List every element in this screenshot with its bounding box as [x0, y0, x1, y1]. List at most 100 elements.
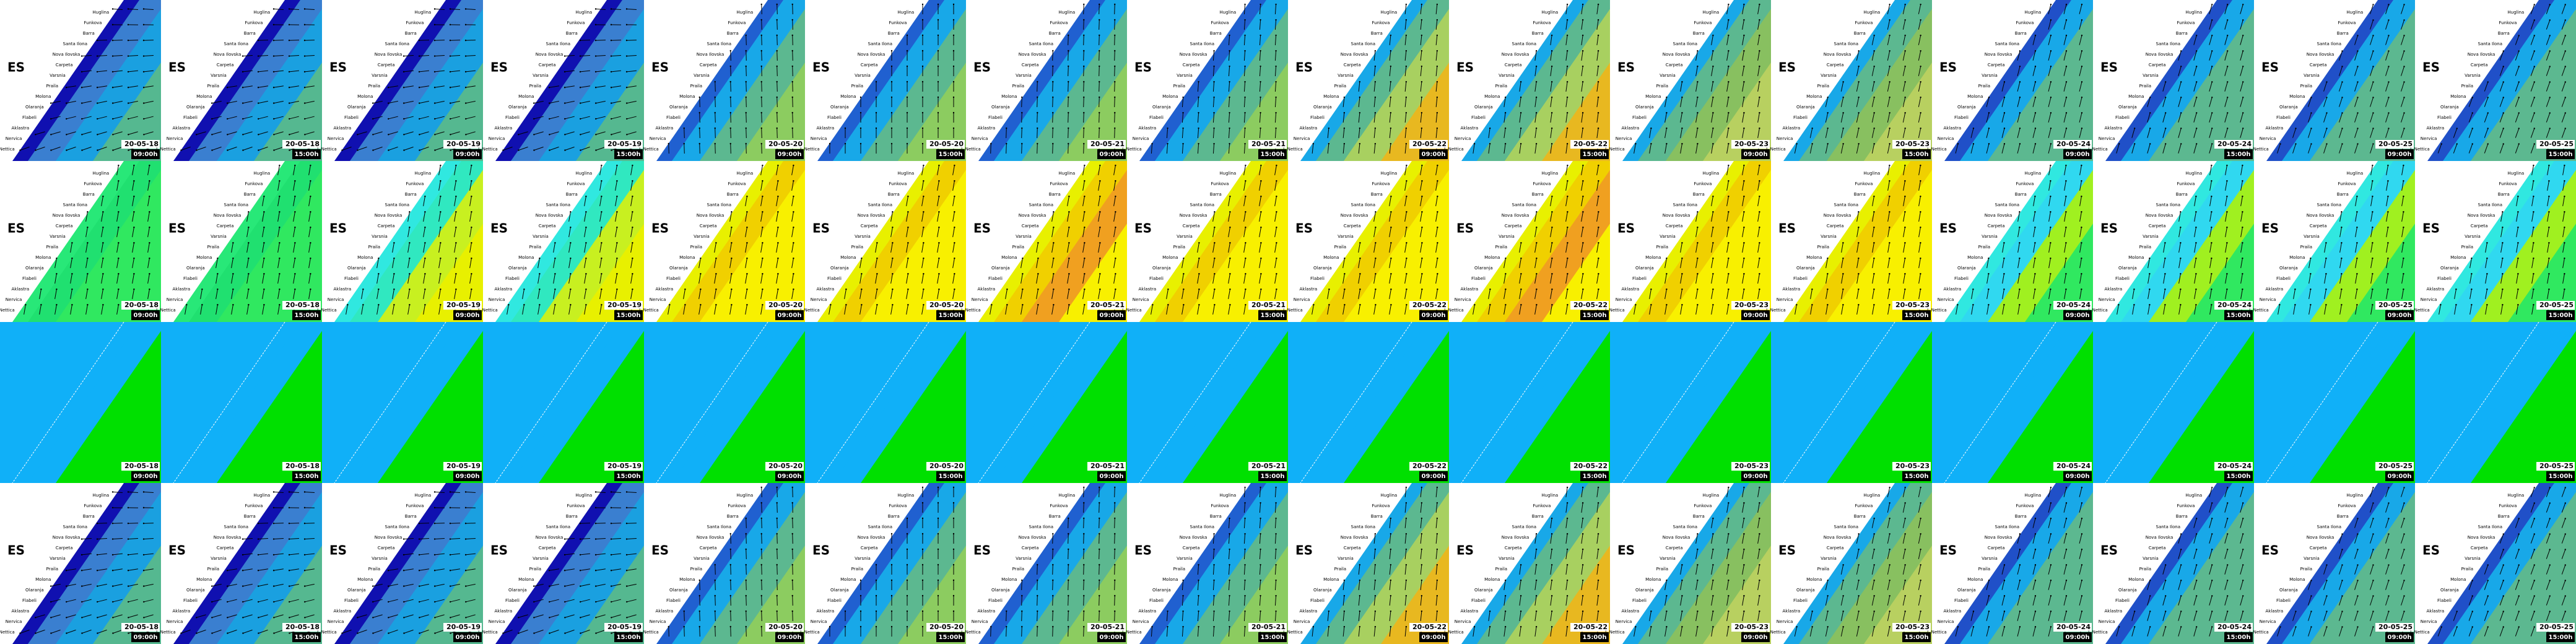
wind-arrow	[1903, 227, 1905, 237]
place-name: Santa Ilona	[707, 202, 731, 207]
date-bg	[282, 140, 321, 149]
wind-arrow	[729, 305, 732, 315]
place-name: Molona	[1484, 255, 1500, 260]
wind-arrow	[132, 181, 134, 191]
arrow-head	[921, 533, 924, 535]
date-bg	[1087, 140, 1126, 149]
arrow-head	[128, 118, 129, 120]
wind-arrow	[1389, 258, 1391, 268]
wind-arrow	[715, 564, 716, 575]
arrow-head	[1328, 127, 1330, 129]
arrow-head	[1052, 594, 1054, 597]
wind-arrow	[1389, 243, 1391, 253]
wind-arrow	[580, 568, 590, 571]
arrow-head	[1567, 164, 1569, 167]
arrow-head	[746, 303, 748, 306]
wind-arrow	[1711, 258, 1713, 268]
wind-arrow	[745, 227, 747, 237]
place-name: Huglina	[1380, 171, 1397, 176]
wind-arrow	[1099, 518, 1100, 529]
time-bg	[936, 632, 965, 642]
date-label: 20-05-19	[607, 140, 642, 148]
place-name: Nervica	[1455, 619, 1471, 624]
date-label: 20-05-23	[1734, 140, 1769, 148]
arrow-head	[760, 517, 762, 520]
wind-arrow	[1581, 289, 1583, 299]
wind-arrow	[1565, 305, 1568, 315]
wind-arrow	[1565, 144, 1568, 154]
arrow-head	[56, 257, 58, 259]
wind-arrow	[227, 146, 237, 151]
place-name: Molona	[1323, 577, 1339, 582]
arrow-head	[1167, 625, 1168, 628]
arrow-head	[1743, 96, 1745, 98]
wind-arrow	[388, 614, 398, 618]
arrow-head	[580, 134, 581, 136]
wind-arrow	[1903, 258, 1905, 268]
arrow-head	[1743, 486, 1745, 489]
place-name: Nova Ilovska	[375, 535, 402, 540]
place-name: Funkova	[1533, 20, 1551, 25]
place-name: Huglina	[1702, 171, 1719, 176]
arrow-head	[80, 87, 83, 89]
arrow-head	[1889, 127, 1891, 129]
arrow-head	[80, 102, 83, 104]
arrow-head	[1743, 257, 1745, 259]
arrow-head	[923, 288, 925, 290]
wind-arrow	[906, 274, 908, 284]
wind-arrow	[181, 146, 191, 151]
arrow-head	[464, 585, 467, 587]
arrow-head	[232, 242, 234, 244]
wind-arrow	[1404, 549, 1407, 560]
wind-arrow	[630, 274, 633, 284]
arrow-head	[464, 102, 467, 104]
wind-arrow	[1099, 564, 1100, 575]
arrow-head	[890, 50, 893, 52]
arrow-head	[303, 523, 306, 524]
arrow-head	[118, 303, 120, 306]
wind-arrow	[1181, 258, 1184, 268]
arrow-head	[111, 8, 114, 10]
arrow-head	[50, 632, 52, 634]
arrow-head	[906, 625, 908, 628]
wind-arrow	[1581, 534, 1583, 544]
arrow-head	[288, 40, 290, 41]
wind-arrow	[1534, 611, 1537, 621]
wind-arrow	[1742, 580, 1744, 590]
arrow-head	[1842, 80, 1844, 83]
wind-arrow	[1550, 35, 1552, 45]
wind-arrow	[342, 629, 352, 634]
wind-arrow	[1243, 533, 1246, 544]
wind-arrow	[1726, 51, 1729, 61]
wind-arrow	[1274, 549, 1277, 560]
arrow-head	[1260, 226, 1262, 228]
place-name: Aklastra	[656, 287, 674, 292]
arrow-head	[1053, 257, 1055, 259]
place-name: Barra	[83, 192, 95, 197]
wind-arrow	[465, 54, 476, 57]
place-name: Carpeta	[217, 63, 234, 67]
date-bg	[1087, 301, 1126, 310]
arrow-head	[450, 601, 451, 603]
arrow-head	[1374, 127, 1377, 129]
arrow-head	[464, 491, 467, 493]
wind-arrow	[1488, 627, 1490, 637]
wind-arrow	[258, 583, 268, 587]
arrow-head	[508, 303, 510, 306]
date-bg	[765, 140, 804, 149]
arrow-head	[762, 164, 764, 167]
arrow-head	[403, 632, 405, 634]
arrow-head	[1743, 564, 1745, 566]
arrow-head	[1535, 610, 1538, 612]
place-name: Funkova	[728, 503, 746, 508]
arrow-head	[1260, 257, 1262, 259]
wind-arrow	[564, 54, 575, 57]
arrow-head	[347, 303, 349, 306]
wind-arrow	[308, 243, 311, 253]
wind-arrow	[51, 599, 61, 603]
arrow-head	[776, 517, 778, 520]
arrow-head	[1214, 257, 1216, 259]
